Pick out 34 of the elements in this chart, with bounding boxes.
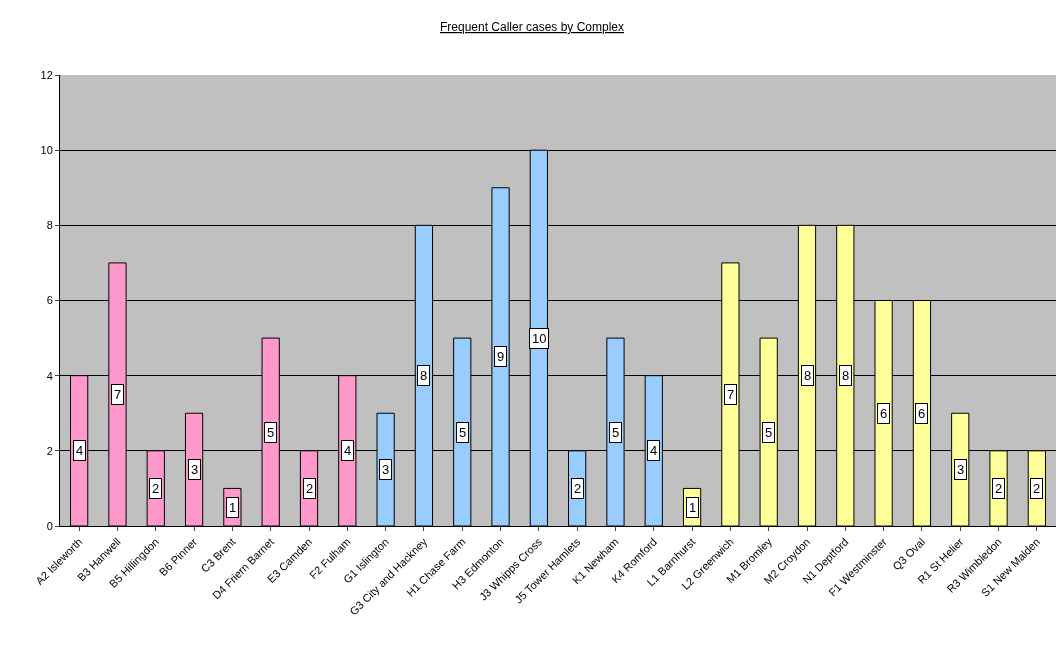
y-tick-label: 2: [46, 444, 53, 457]
data-label: 5: [765, 425, 773, 440]
data-label: 2: [152, 481, 160, 496]
data-label: 8: [804, 368, 812, 383]
data-label: 7: [114, 387, 122, 402]
data-label: 10: [532, 331, 547, 346]
data-label: 2: [995, 481, 1003, 496]
y-tick-label: 6: [46, 294, 53, 307]
y-tick-label: 12: [40, 68, 53, 81]
y-tick-label: 0: [46, 519, 53, 532]
data-label: 8: [842, 368, 850, 383]
data-label: 5: [459, 425, 467, 440]
data-label: 6: [918, 406, 926, 421]
chart-title: Frequent Caller cases by Complex: [439, 20, 625, 35]
data-label: 4: [76, 443, 84, 458]
data-label: 2: [574, 481, 582, 496]
data-label: 1: [689, 500, 697, 515]
data-label: 7: [727, 387, 735, 402]
data-label: 3: [191, 462, 199, 477]
y-tick-label: 8: [46, 219, 53, 232]
data-label: 1: [229, 500, 237, 515]
data-label: 4: [344, 443, 352, 458]
data-label: 9: [497, 349, 505, 364]
data-label: 8: [420, 368, 428, 383]
data-label: 6: [880, 406, 888, 421]
data-label: 5: [612, 425, 620, 440]
y-tick-label: 4: [46, 369, 53, 382]
data-label: 2: [306, 481, 314, 496]
y-tick-label: 10: [40, 144, 53, 157]
data-label: 2: [1033, 481, 1041, 496]
data-label: 3: [957, 462, 965, 477]
data-label: 3: [382, 462, 390, 477]
data-label: 5: [267, 425, 275, 440]
data-label: 4: [650, 443, 658, 458]
